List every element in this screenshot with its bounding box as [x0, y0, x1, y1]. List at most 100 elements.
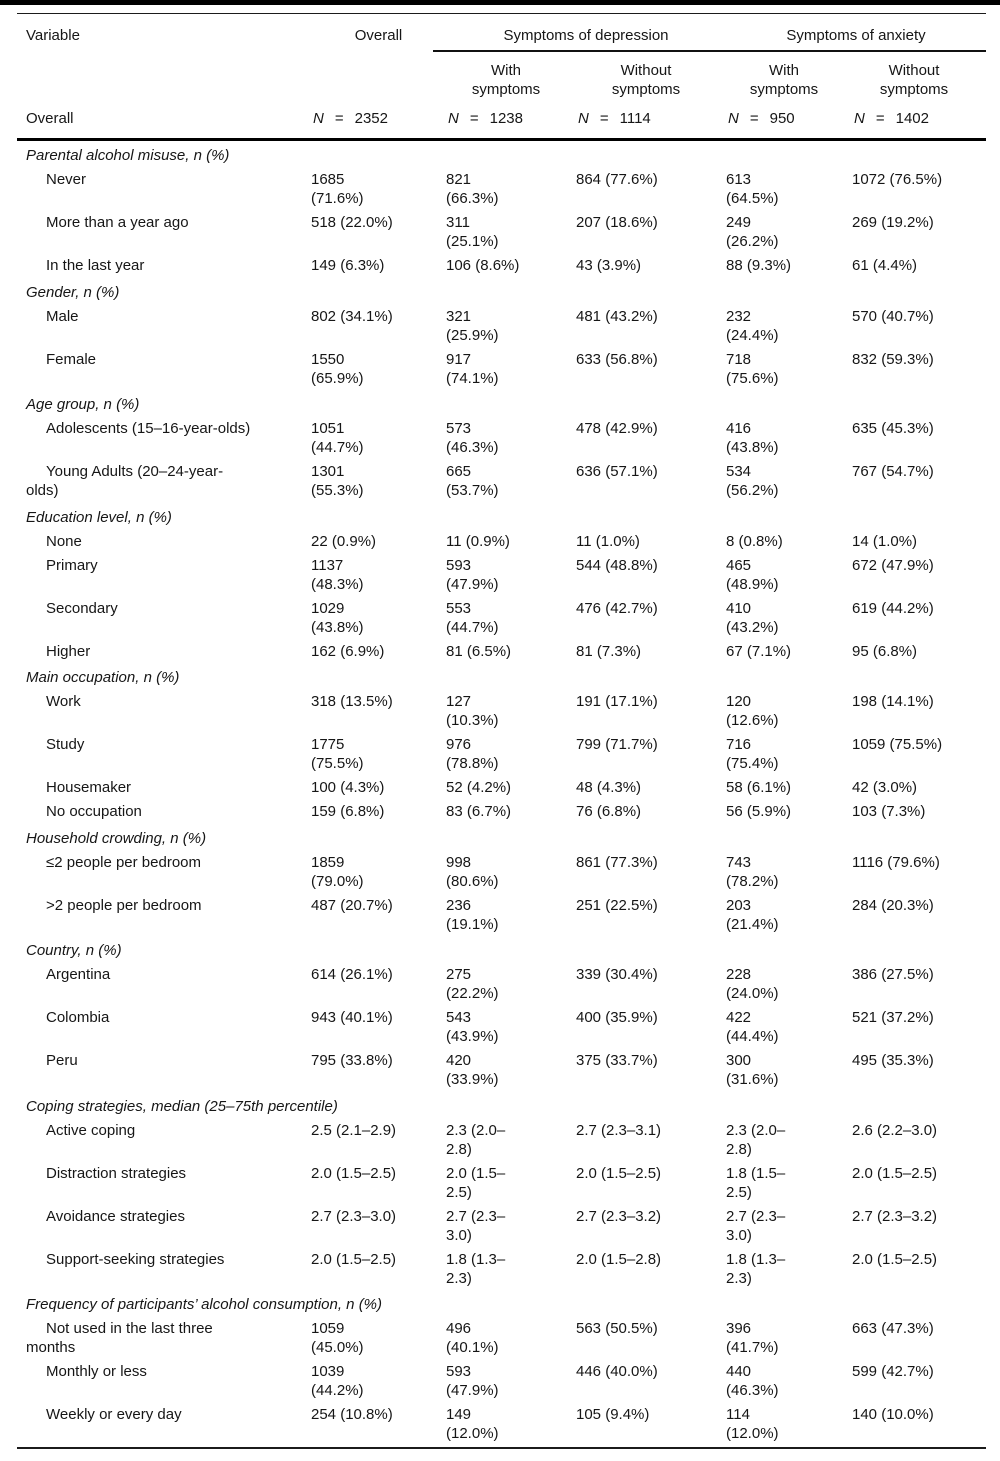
table-cell: 11 (0.9%) — [446, 532, 510, 550]
table-cell: 593 (47.9%) — [446, 556, 499, 593]
table-row: Never 1685 (71.6%) 821 (66.3%) 864 (77.6%) 6… — [17, 168, 986, 211]
table-row: No occupation 159 (6.8%) 83 (6.7%) 76 (6.8%… — [17, 800, 986, 824]
section-header: Frequency of participants’ alcohol consu… — [26, 1296, 383, 1313]
equals-sign: = — [334, 110, 344, 127]
table-cell: 48 (4.3%) — [576, 779, 642, 796]
row-label: ≤2 people per bedroom — [46, 853, 202, 871]
table-cell: 563 (50.5%) — [576, 1320, 658, 1337]
table-cell: 159 (6.8%) — [311, 803, 385, 820]
table-cell: 553 (44.7%) — [446, 599, 499, 636]
table-cell: 300 (31.6%) — [726, 1052, 779, 1088]
table-row: ≤2 people per bedroom 1859 (79.0%) 998 (80… — [17, 850, 986, 893]
table-row: Study 1775 (75.5%) 976 (78.8%) 799 (71.7%) 7… — [17, 733, 986, 776]
table-cell: 998 (80.6%) — [446, 853, 499, 890]
header-bottom-rule — [17, 138, 986, 141]
table-header-n-row: Overall N = 2352 N = 1238 N = 1114 N = 950 N = 140… — [17, 99, 986, 138]
row-label: Adolescents (15–16-year-olds) — [46, 420, 251, 437]
table-cell: 1859 (79.0%) — [311, 853, 364, 890]
table-cell: 114 (12.0%) — [726, 1406, 779, 1442]
row-label: Female — [46, 350, 97, 368]
row-label: No occupation — [46, 803, 142, 820]
table-row: Primary 1137 (48.3%) 593 (47.9%) 544 (48.8%… — [17, 553, 986, 596]
header-spacer — [17, 61, 311, 99]
table-cell: 1059 (75.5%) — [852, 736, 943, 753]
section-header: Main occupation, n (%) — [26, 669, 180, 686]
table-header-sub-row: With symptoms Without symptoms With symp… — [17, 52, 986, 99]
overall-row-label: Overall — [26, 110, 74, 127]
table-cell: 1039 (44.2%) — [311, 1363, 364, 1399]
table-cell: 534 (56.2%) — [726, 463, 779, 499]
table-cell: 1051 (44.7%) — [311, 420, 364, 456]
header-anxiety-without: Without symptoms — [879, 62, 949, 98]
section-header: Education level, n (%) — [26, 508, 172, 526]
header-variable: Variable — [26, 27, 80, 44]
table-cell: 416 (43.8%) — [726, 420, 779, 456]
table-cell: 284 (20.3%) — [852, 896, 934, 914]
table-cell: 318 (13.5%) — [311, 693, 393, 710]
table-row: None 22 (0.9%) 11 (0.9%) 11 (1.0%) 8 (0.8%) 1… — [17, 529, 986, 553]
table-cell: 1116 (79.6%) — [852, 853, 940, 871]
table-cell: 802 (34.1%) — [311, 307, 393, 325]
table-cell: 321 (25.9%) — [446, 307, 499, 344]
table-cell: 420 (33.9%) — [446, 1052, 499, 1088]
table-cell: 254 (10.8%) — [311, 1406, 393, 1423]
table-cell: 2.7 (2.3–3.2) — [576, 1207, 662, 1225]
table-cell: 593 (47.9%) — [446, 1363, 499, 1399]
table-cell: 716 (75.4%) — [726, 736, 779, 772]
table-cell: 2.7 (2.3–3.2) — [852, 1207, 938, 1225]
table-row: Argentina 614 (26.1%) 275 (22.2%) 339 (30.4… — [17, 963, 986, 1006]
table-cell: 478 (42.9%) — [576, 420, 658, 437]
table-cell: 446 (40.0%) — [576, 1363, 658, 1380]
row-label: Male — [46, 307, 79, 325]
table-cell: 103 (7.3%) — [852, 803, 926, 820]
table-cell: 1072 (76.5%) — [852, 171, 943, 188]
table-row: Secondary 1029 (43.8%) 553 (44.7%) 476 (42.… — [17, 596, 986, 639]
table-row: Female 1550 (65.9%) 917 (74.1%) 633 (56.8%)… — [17, 347, 986, 390]
table-cell: 232 (24.4%) — [726, 307, 779, 344]
equals-sign: = — [875, 110, 885, 127]
table-cell: 496 (40.1%) — [446, 1320, 499, 1356]
row-label: Primary — [46, 556, 98, 574]
header-span-anxiety: Symptoms of anxiety — [713, 26, 986, 52]
table-cell: 1.8 (1.3– 2.3) — [726, 1250, 786, 1287]
table-cell: 635 (45.3%) — [852, 420, 934, 437]
table-cell: 396 (41.7%) — [726, 1320, 779, 1356]
table-row: Colombia 943 (40.1%) 543 (43.9%) 400 (35.9%… — [17, 1006, 986, 1049]
table-cell: 140 (10.0%) — [852, 1406, 934, 1423]
n-value: 1114 — [619, 110, 651, 127]
table-cell: 191 (17.1%) — [576, 693, 658, 710]
row-label: Secondary — [46, 599, 118, 617]
table-cell: 149 (12.0%) — [446, 1406, 499, 1442]
table-cell: 275 (22.2%) — [446, 966, 499, 1002]
row-label: Housemaker — [46, 779, 132, 796]
table-cell: 2.7 (2.3–3.0) — [311, 1207, 397, 1225]
n-value: 2352 — [354, 110, 388, 127]
table-row: >2 people per bedroom 487 (20.7%) 236 (19.… — [17, 893, 986, 936]
table-cell: 61 (4.4%) — [852, 257, 918, 274]
table-cell: 198 (14.1%) — [852, 693, 934, 710]
row-label: Distraction strategies — [46, 1164, 187, 1182]
n-anxiety-with: N = 950 — [726, 109, 852, 128]
header-span-depression: Symptoms of depression — [433, 26, 726, 52]
n-symbol: N — [448, 110, 459, 127]
table-cell: 543 (43.9%) — [446, 1009, 499, 1045]
table-cell: 127 (10.3%) — [446, 693, 499, 729]
n-value: 950 — [769, 110, 795, 127]
header-overall: Overall — [354, 27, 403, 44]
table-cell: 11 (1.0%) — [576, 532, 640, 550]
table-cell: 799 (71.7%) — [576, 736, 658, 753]
row-label: More than a year ago — [46, 214, 189, 231]
section-header: Country, n (%) — [26, 942, 122, 959]
table-cell: 422 (44.4%) — [726, 1009, 779, 1045]
table-row: Housemaker 100 (4.3%) 52 (4.2%) 48 (4.3%) 58… — [17, 776, 986, 800]
table-cell: 56 (5.9%) — [726, 803, 792, 820]
table-cell: 821 (66.3%) — [446, 171, 499, 207]
row-label: Never — [46, 171, 87, 188]
table-cell: 249 (26.2%) — [726, 214, 779, 250]
n-symbol: N — [313, 110, 324, 127]
table-cell: 481 (43.2%) — [576, 307, 658, 325]
table-cell: 251 (22.5%) — [576, 896, 658, 914]
header-anxiety-with: With symptoms — [749, 62, 819, 98]
table-cell: 22 (0.9%) — [311, 532, 377, 550]
row-label: Young Adults (20–24-year- olds) — [26, 463, 224, 499]
